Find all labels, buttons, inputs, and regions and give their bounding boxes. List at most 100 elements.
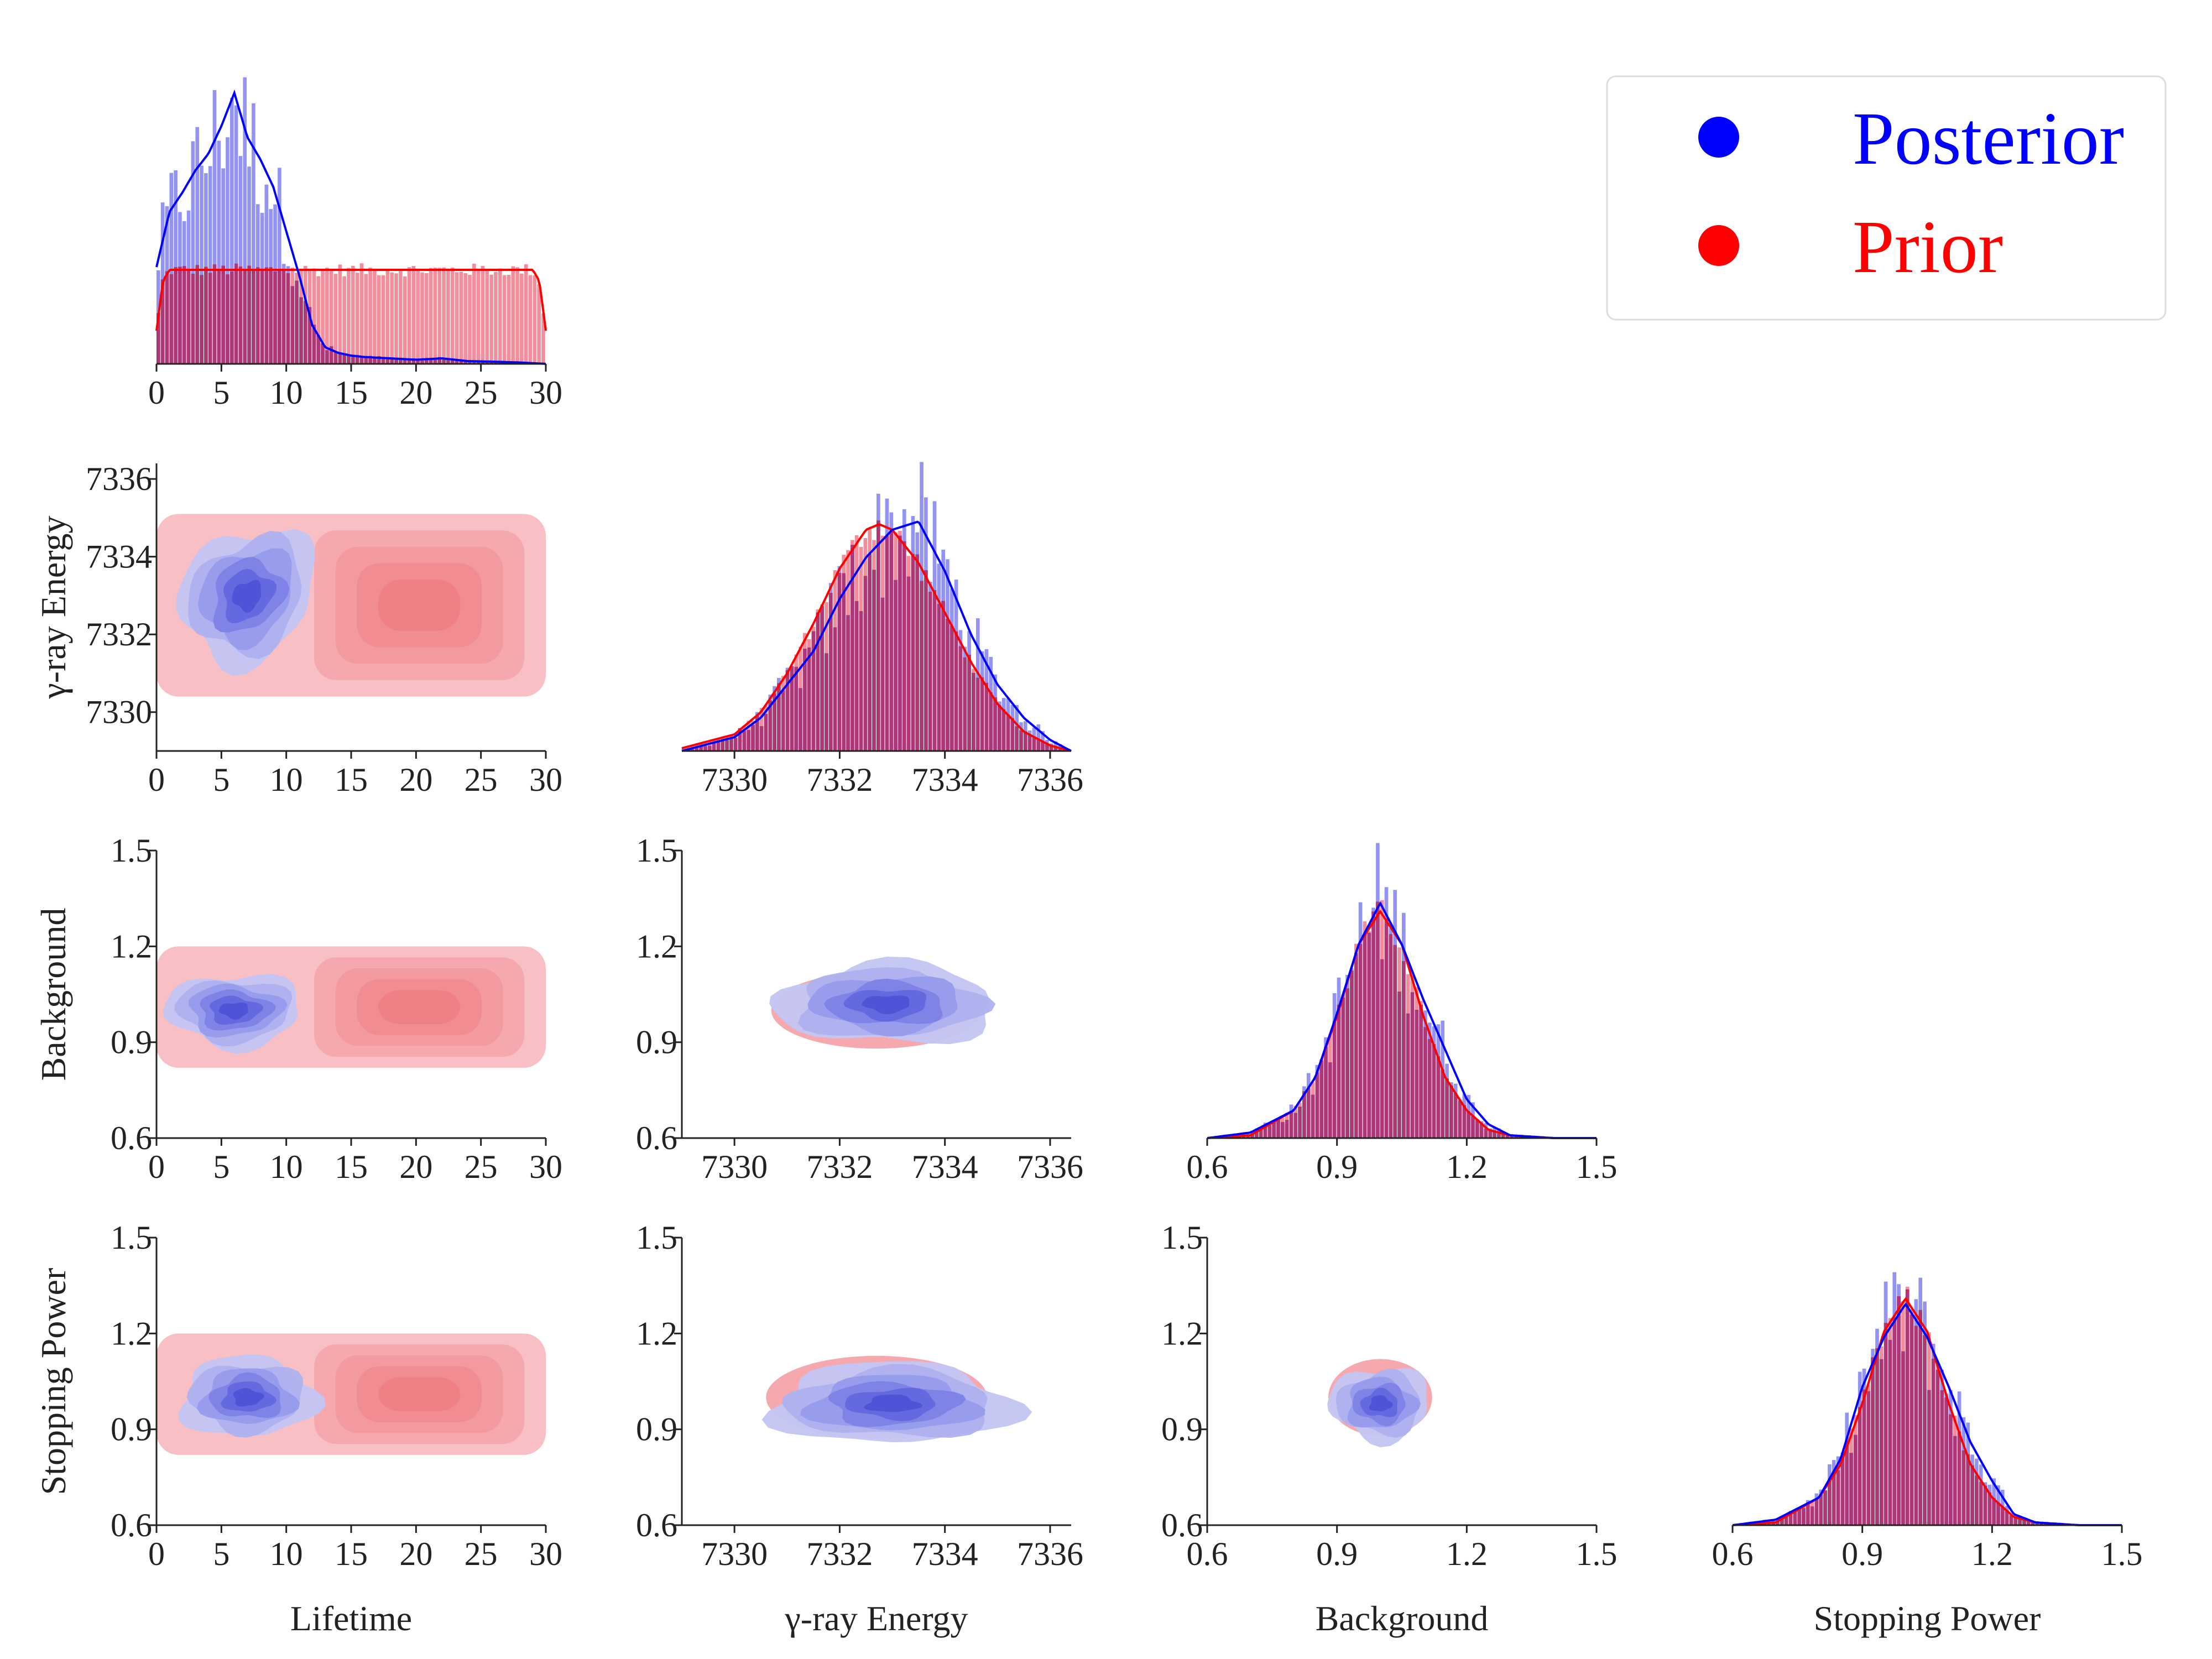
overlap-bar [333,352,338,364]
y-tick-label: 1.5 [111,832,152,869]
overlap-bar [1023,731,1027,751]
overlap-bar [2022,1519,2026,1525]
y-tick-label: 1.2 [111,1315,152,1352]
posterior-bar [200,165,204,364]
overlap-bar [446,359,450,364]
hist-panel-lifetime: 0 5 10 15 20 25 30 [148,77,562,411]
prior-bar [528,275,533,364]
x-tick-label: 1.5 [1576,1149,1618,1185]
overlap-bar [2013,1517,2018,1525]
overlap-bar [941,601,945,751]
overlap-bar [958,646,963,751]
prior-bar [541,313,545,364]
prior-bar [407,267,411,364]
prior-bar [494,272,498,364]
overlap-bar [1992,1498,1996,1525]
overlap-bar [281,270,286,364]
overlap-bar [828,593,833,751]
hist-panel-stopping: 0.6 0.9 1.2 1.5 Stopping Power [1712,1272,2143,1638]
overlap-bar [303,301,307,364]
overlap-bar [863,576,868,751]
overlap-bar [1914,1326,1918,1525]
y-tick-label: 0.9 [636,1411,677,1448]
overlap-bar [2000,1507,2005,1525]
overlap-bar [182,266,186,364]
overlap-bar [1019,730,1023,751]
overlap-bar [226,274,229,364]
overlap-bar [846,615,850,751]
overlap-bar [1423,1027,1427,1138]
overlap-bar [911,554,915,751]
overlap-bar [1497,1132,1501,1138]
overlap-bar [1371,911,1375,1138]
overlap-bar [1832,1471,1836,1525]
overlap-bar [1493,1131,1496,1138]
overlap-bar [247,265,251,364]
x-tick-label: 20 [399,1536,432,1572]
overlap-bar [699,745,703,751]
x-tick-label: 10 [270,374,303,411]
overlap-bar [1905,1289,1910,1525]
overlap-bar [950,626,954,751]
overlap-bar [420,361,424,364]
x-tick-label: 0.9 [1316,1536,1358,1572]
x-tick-label: 0.6 [1187,1536,1228,1572]
prior-bar [399,271,403,364]
prior-bar [329,270,333,364]
prior-kde-line [155,269,547,331]
overlap-bar [851,545,854,751]
overlap-bar [481,362,485,364]
posterior-contour [864,1394,923,1412]
overlap-bar [1488,1130,1493,1138]
posterior-contour [233,1388,264,1407]
overlap-bar [1879,1359,1884,1525]
overlap-bar [1505,1135,1510,1138]
y-axis-label-background: Background [34,908,73,1081]
overlap-bar [1393,945,1397,1138]
overlap-bar [1380,959,1384,1138]
overlap-bar [1979,1481,1983,1525]
overlap-bar [932,590,937,751]
overlap-bar [1027,735,1032,751]
overlap-bar [178,267,182,364]
panels-layer: 0 5 10 15 20 25 30 7330 7332 7334 7336 0.6 0.9 1.2 1.5… [34,77,2143,1638]
overlap-bar [455,359,459,364]
overlap-bar [764,713,768,751]
hist-panel-energy: 7330 7332 7334 7336 [681,462,1083,798]
legend-frame [1606,75,2167,321]
overlap-bar [880,597,885,751]
overlap-bar [1471,1116,1475,1138]
overlap-bar [1246,1135,1250,1138]
overlap-bar [403,359,407,364]
overlap-bar [1944,1397,1948,1525]
y-tick-label: 0.9 [1161,1411,1203,1448]
overlap-bar [1849,1453,1853,1525]
overlap-bar [1475,1120,1479,1138]
y-tick-label: 0.6 [636,1120,677,1156]
posterior-contour [1369,1395,1393,1412]
prior-bar [481,265,485,364]
overlap-bar [338,352,342,364]
overlap-bar [1445,1078,1449,1138]
overlap-bar [2026,1520,2031,1525]
x-tick-label: 5 [213,374,229,411]
overlap-bar [967,654,971,751]
hist-panel-background: 0.6 0.9 1.2 1.5 [1187,843,1618,1185]
overlap-bar [2031,1521,2035,1525]
posterior-kde-line [155,89,546,365]
y-tick-label: 7332 [86,616,152,653]
overlap-bar [963,657,967,751]
overlap-bar [1871,1357,1875,1525]
prior-bar [515,267,519,364]
overlap-bar [1514,1136,1519,1138]
overlap-bar [773,693,776,751]
overlap-bar [1897,1296,1901,1525]
prior-bar [347,268,351,364]
x-tick-label: 0.9 [1316,1149,1358,1185]
overlap-bar [759,726,764,751]
overlap-bar [364,357,368,364]
overlap-bar [286,273,290,364]
overlap-bar [156,313,160,364]
overlap-bar [1324,1047,1328,1138]
posterior-bar [247,166,251,364]
